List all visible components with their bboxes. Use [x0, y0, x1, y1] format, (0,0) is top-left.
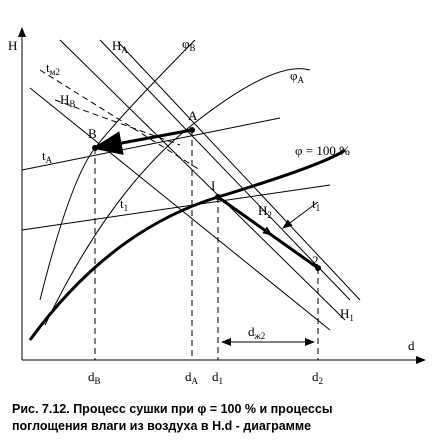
label-part: φ — [290, 68, 298, 83]
label-part: ж2 — [254, 331, 266, 341]
drop-lines — [94, 130, 319, 360]
label: tм2 — [46, 60, 60, 77]
label: d2 — [312, 369, 323, 386]
label: d1 — [212, 369, 223, 386]
label: I — [211, 178, 215, 193]
label-part: φ — [182, 36, 190, 51]
label-part: 1 — [124, 203, 129, 213]
label-part: 1 — [349, 313, 354, 323]
label: A — [188, 108, 198, 123]
label: H2 — [258, 203, 272, 220]
label-part: A — [121, 45, 128, 55]
label-part: A — [192, 376, 199, 386]
label: dA — [185, 369, 199, 386]
label-part: 1 — [219, 376, 224, 386]
label: 2 — [312, 253, 319, 268]
label: t1 — [120, 196, 128, 213]
label-part: d — [185, 369, 192, 384]
label-part: A — [298, 75, 305, 85]
caption: поглощения влаги из воздуха в H.d - диаг… — [12, 419, 311, 433]
label-part: H — [258, 203, 267, 218]
label-part: H — [60, 92, 69, 107]
label: tA — [42, 148, 53, 165]
label: φA — [290, 68, 305, 85]
label: dB — [88, 369, 101, 386]
label: dж2 — [248, 324, 265, 341]
label-part: d — [312, 369, 319, 384]
label-part: t — [120, 196, 124, 211]
label-part: d — [88, 369, 95, 384]
label-part: B — [190, 43, 196, 53]
label-part: d — [248, 324, 255, 339]
label-part: t — [312, 196, 316, 211]
label: H — [8, 38, 17, 53]
label-part: B — [69, 99, 75, 109]
label-part: d — [212, 369, 219, 384]
label: t1 — [312, 196, 320, 213]
label-part: A — [46, 155, 53, 165]
enthalpy-lines — [29, 39, 361, 331]
label: B — [88, 126, 97, 141]
label-part: 2 — [267, 210, 272, 220]
label-part: 1 — [316, 203, 321, 213]
label-part: 2 — [319, 376, 324, 386]
curves — [21, 39, 346, 341]
axes — [18, 27, 426, 364]
label: H1 — [340, 306, 354, 323]
label-part: t — [46, 60, 50, 75]
label-part: H — [340, 306, 349, 321]
label-part: B — [95, 376, 101, 386]
label: φB — [182, 36, 196, 53]
label-part: м2 — [50, 67, 60, 77]
label: d — [408, 338, 415, 353]
label-part: t — [42, 148, 46, 163]
label: φ = 100 % — [295, 143, 350, 158]
label: HA — [112, 38, 128, 55]
caption: Рис. 7.12. Процесс сушки при φ = 100 % и… — [12, 402, 333, 416]
label: HB — [60, 92, 75, 109]
label-part: H — [112, 38, 121, 53]
